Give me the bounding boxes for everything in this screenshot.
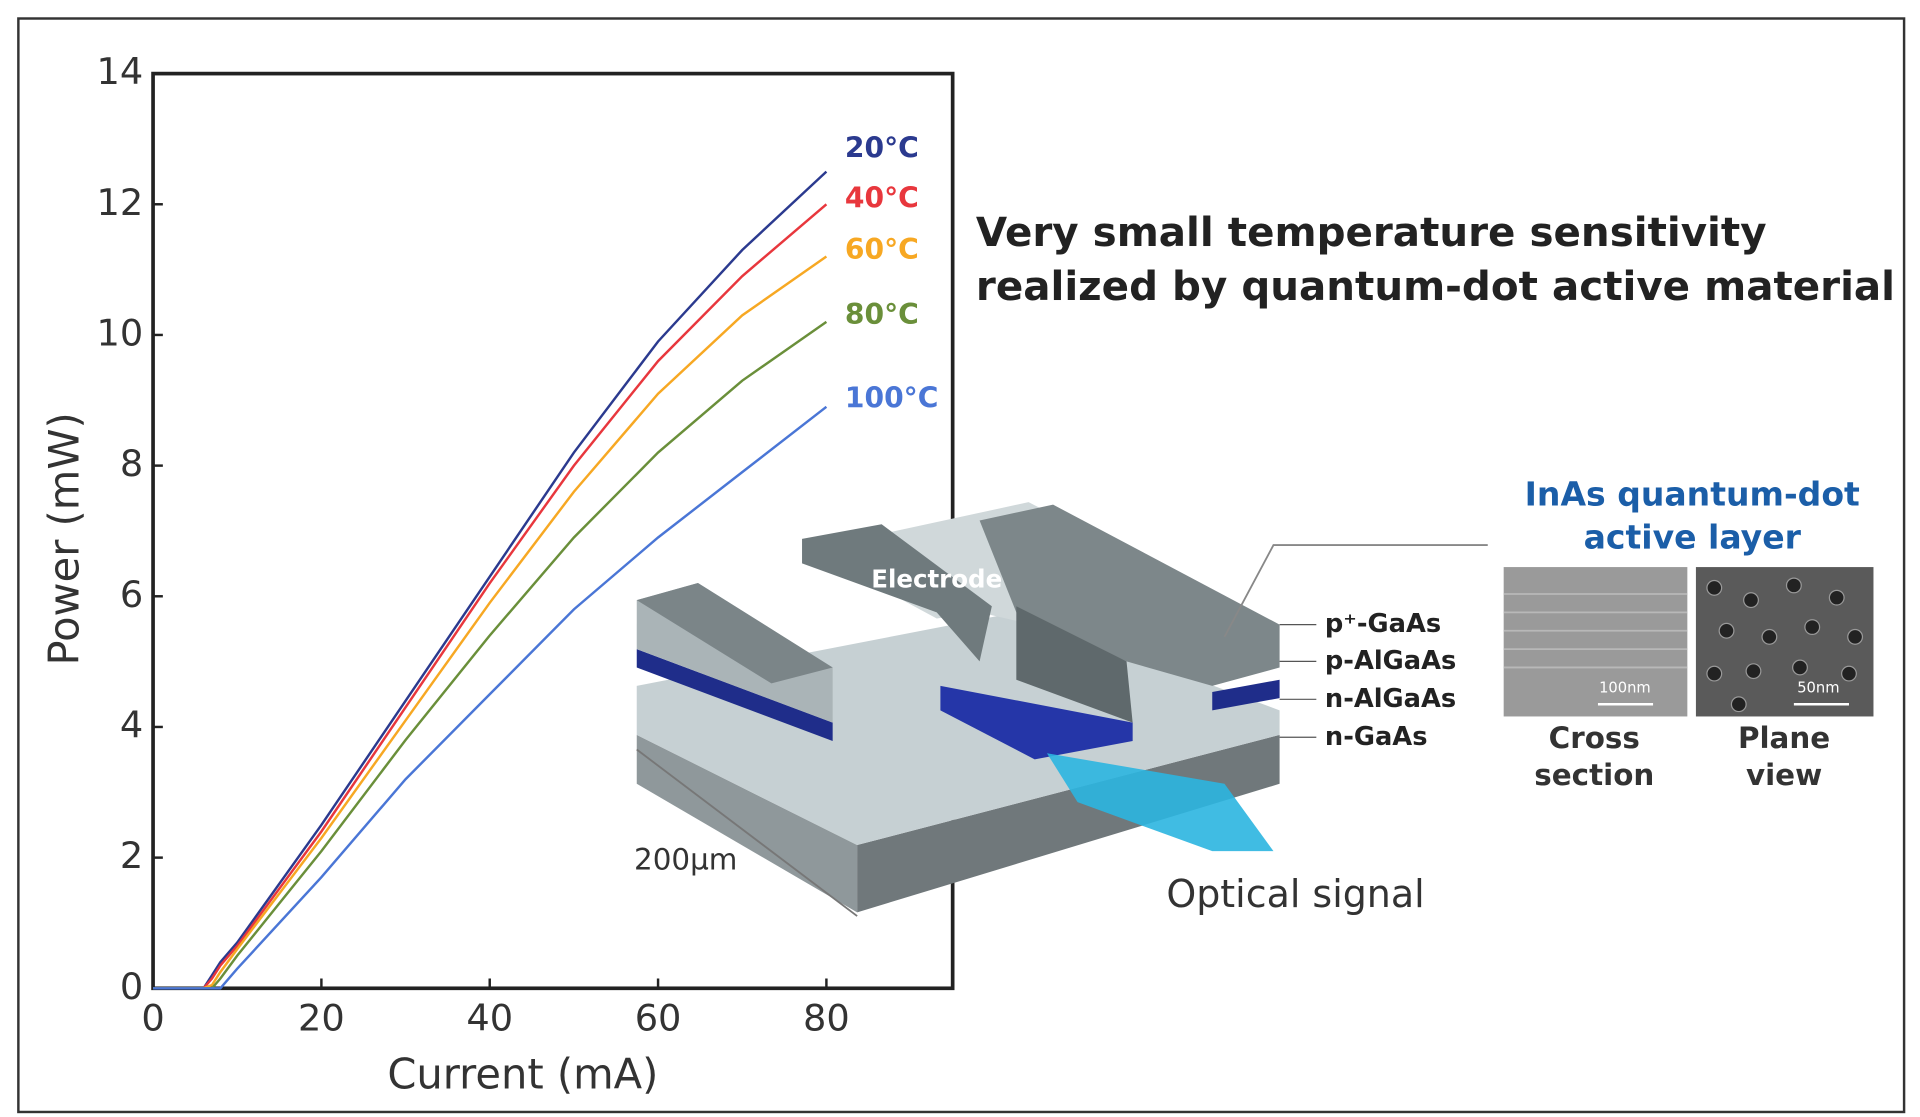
- dimension-label: 200µm: [634, 842, 737, 876]
- layer-label: p-AlGaAs: [1325, 646, 1456, 676]
- caption: section: [1534, 758, 1654, 792]
- page: Very small temperature sensitivity reali…: [0, 0, 1920, 1117]
- series-label: 60°C: [845, 233, 919, 266]
- sem-image: [1696, 567, 1874, 716]
- layer-label: n-AlGaAs: [1325, 684, 1456, 714]
- inset-title: InAs quantum-dot: [1525, 475, 1860, 514]
- y-tick-label: 0: [120, 965, 143, 1008]
- y-tick-label: 14: [97, 50, 144, 93]
- y-tick-label: 2: [120, 834, 143, 877]
- x-tick-label: 80: [803, 997, 850, 1040]
- series-label: 100°C: [845, 381, 939, 414]
- device-diagram: Electrode p⁺-GaAs p-AlGaAs n-AlGaAs n-Ga…: [634, 475, 1873, 917]
- caption: Plane: [1738, 721, 1830, 755]
- figure: Very small temperature sensitivity reali…: [0, 0, 1920, 1117]
- x-axis-label: Current (mA): [387, 1050, 658, 1099]
- caption: view: [1746, 758, 1822, 792]
- x-tick-label: 40: [466, 997, 513, 1040]
- series-label: 80°C: [845, 298, 919, 331]
- scale-label: 100nm: [1599, 679, 1651, 696]
- y-tick-label: 8: [120, 442, 143, 485]
- y-tick-label: 12: [97, 181, 144, 224]
- inset-title: active layer: [1584, 517, 1802, 556]
- electrode-label: Electrode: [871, 565, 1002, 594]
- layer-label: n-GaAs: [1325, 722, 1428, 752]
- title-line: realized by quantum-dot active material: [976, 262, 1895, 310]
- y-tick-label: 4: [120, 703, 143, 746]
- y-tick-label: 6: [120, 573, 143, 616]
- x-tick-label: 20: [298, 997, 345, 1040]
- caption: Cross: [1549, 721, 1640, 755]
- layer-label: p⁺-GaAs: [1325, 609, 1441, 639]
- x-tick-label: 60: [635, 997, 682, 1040]
- tem-image: [1504, 567, 1688, 716]
- scale-label: 50nm: [1797, 679, 1839, 696]
- y-tick-label: 10: [97, 311, 144, 354]
- output-label: Optical signal: [1166, 872, 1424, 916]
- title-line: Very small temperature sensitivity: [976, 208, 1767, 256]
- x-tick-label: 0: [141, 997, 164, 1040]
- y-axis-label: Power (mW): [39, 412, 88, 665]
- series-label: 20°C: [845, 132, 919, 165]
- series-label: 40°C: [845, 182, 919, 215]
